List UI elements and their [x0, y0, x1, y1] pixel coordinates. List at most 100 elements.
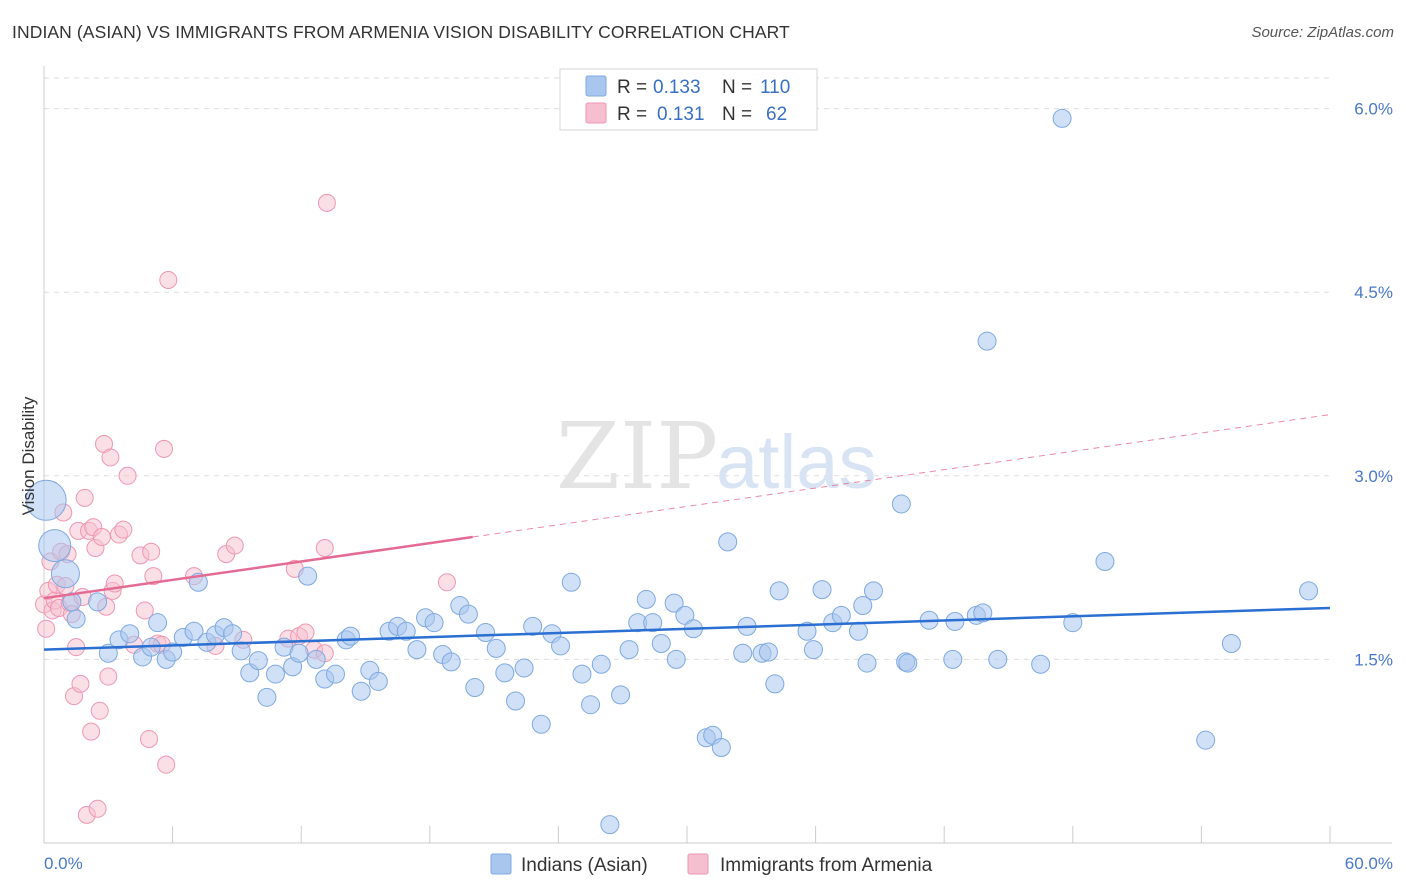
data-point-indians-asian [223, 624, 243, 644]
y-tick-label: 3.0% [1354, 467, 1393, 486]
data-point-indians-asian [891, 494, 911, 514]
data-point-indians-asian [120, 624, 140, 644]
data-point-indians-asian [988, 649, 1008, 669]
data-point-immigrants-from-armenia [315, 539, 334, 558]
legend-n-label-1: N = [722, 77, 752, 98]
data-point-indians-asian [50, 559, 80, 589]
data-point-indians-asian [25, 479, 67, 521]
data-point-indians-asian [289, 643, 309, 663]
data-point-immigrants-from-armenia [157, 755, 176, 774]
data-point-immigrants-from-armenia [159, 270, 178, 289]
y-tick-label: 6.0% [1354, 100, 1393, 119]
data-point-indians-asian [1221, 633, 1241, 653]
data-point-immigrants-from-armenia [99, 667, 118, 686]
data-point-immigrants-from-armenia [142, 542, 161, 561]
data-point-indians-asian [943, 649, 963, 669]
data-point-indians-asian [476, 622, 496, 642]
data-point-indians-asian [407, 640, 427, 660]
data-point-indians-asian [643, 613, 663, 633]
data-point-indians-asian [298, 566, 318, 586]
bottom-legend: Indians (Asian) Immigrants from Armenia [490, 853, 933, 876]
data-point-indians-asian [977, 331, 997, 351]
data-point-indians-asian [340, 626, 360, 646]
data-point-indians-asian [733, 643, 753, 663]
data-point-indians-asian [765, 674, 785, 694]
data-point-indians-asian [1196, 730, 1216, 750]
data-point-indians-asian [148, 613, 168, 633]
trend-lines [43, 414, 1331, 651]
x-tick-labels: 0.0% 60.0% [44, 854, 1393, 873]
data-point-indians-asian [62, 592, 82, 612]
source-credit: Source: ZipAtlas.com [1251, 24, 1394, 41]
data-point-indians-asian [675, 605, 695, 625]
data-point-indians-asian [248, 651, 268, 671]
data-point-immigrants-from-armenia [88, 799, 107, 818]
data-point-indians-asian [619, 640, 639, 660]
data-point-indians-asian [88, 592, 108, 612]
watermark: ZIP atlas [556, 403, 877, 510]
data-point-indians-asian [863, 581, 883, 601]
data-point-indians-asian [857, 653, 877, 673]
data-point-indians-asian [581, 695, 601, 715]
data-point-immigrants-from-armenia [118, 466, 137, 485]
data-point-immigrants-from-armenia [296, 623, 315, 642]
legend-r-label-2: R = [617, 104, 647, 125]
trend-line-indians-asian [43, 606, 1331, 651]
data-point-indians-asian [718, 532, 738, 552]
x-tick-label: 0.0% [44, 854, 83, 873]
data-point-immigrants-from-armenia [135, 601, 154, 620]
trend-line-extension-immigrants-from-armenia [472, 414, 1331, 538]
data-point-indians-asian [636, 589, 656, 609]
y-axis-title: Vision Disability [19, 396, 38, 515]
data-point-indians-asian [1063, 613, 1083, 633]
data-point-indians-asian [368, 671, 388, 691]
data-point-immigrants-from-armenia [37, 619, 56, 638]
legend-swatch-blue [585, 75, 607, 97]
data-point-indians-asian [424, 613, 444, 633]
data-point-indians-asian [591, 654, 611, 674]
y-tick-label: 4.5% [1354, 283, 1393, 302]
y-tick-label: 1.5% [1354, 650, 1393, 669]
data-point-indians-asian [458, 604, 478, 624]
watermark-atlas: atlas [716, 420, 877, 505]
data-point-indians-asian [531, 714, 551, 734]
data-point-indians-asian [306, 649, 326, 669]
top-legend: R = 0.133 N = 110 R = 0.131 N = 62 [559, 68, 818, 131]
data-point-indians-asian [611, 685, 631, 705]
axes [43, 66, 1392, 844]
data-point-immigrants-from-armenia [225, 536, 244, 555]
data-point-indians-asian [514, 658, 534, 678]
legend-r-label-1: R = [617, 77, 647, 98]
data-point-indians-asian [1031, 654, 1051, 674]
bottom-legend-label-pink: Immigrants from Armenia [720, 855, 933, 876]
data-point-indians-asian [853, 596, 873, 616]
bottom-legend-label-blue: Indians (Asian) [521, 855, 648, 876]
data-point-immigrants-from-armenia [75, 488, 94, 507]
data-point-indians-asian [1299, 581, 1319, 601]
data-point-indians-asian [486, 638, 506, 658]
legend-n-label-2: N = [722, 104, 752, 125]
data-point-indians-asian [396, 621, 416, 641]
data-point-indians-asian [973, 603, 993, 623]
data-point-immigrants-from-armenia [101, 448, 120, 467]
chart-title: INDIAN (ASIAN) VS IMMIGRANTS FROM ARMENI… [12, 22, 790, 42]
legend-n-value-1: 110 [760, 77, 790, 98]
data-point-immigrants-from-armenia [114, 520, 133, 539]
data-point-indians-asian [184, 621, 204, 641]
series-immigrants-from-armenia [35, 193, 456, 824]
data-point-indians-asian [758, 642, 778, 662]
x-tick-label: 60.0% [1345, 854, 1393, 873]
legend-n-value-2: 62 [766, 104, 787, 125]
data-point-indians-asian [600, 815, 620, 835]
data-point-indians-asian [523, 616, 543, 636]
legend-swatch-pink [585, 102, 607, 124]
data-point-indians-asian [465, 678, 485, 698]
data-point-indians-asian [812, 580, 832, 600]
data-point-indians-asian [231, 641, 251, 661]
data-point-indians-asian [831, 605, 851, 625]
data-point-immigrants-from-armenia [90, 701, 109, 720]
data-point-indians-asian [441, 652, 461, 672]
grid-lines [44, 77, 1330, 660]
watermark-zip: ZIP [556, 403, 718, 510]
